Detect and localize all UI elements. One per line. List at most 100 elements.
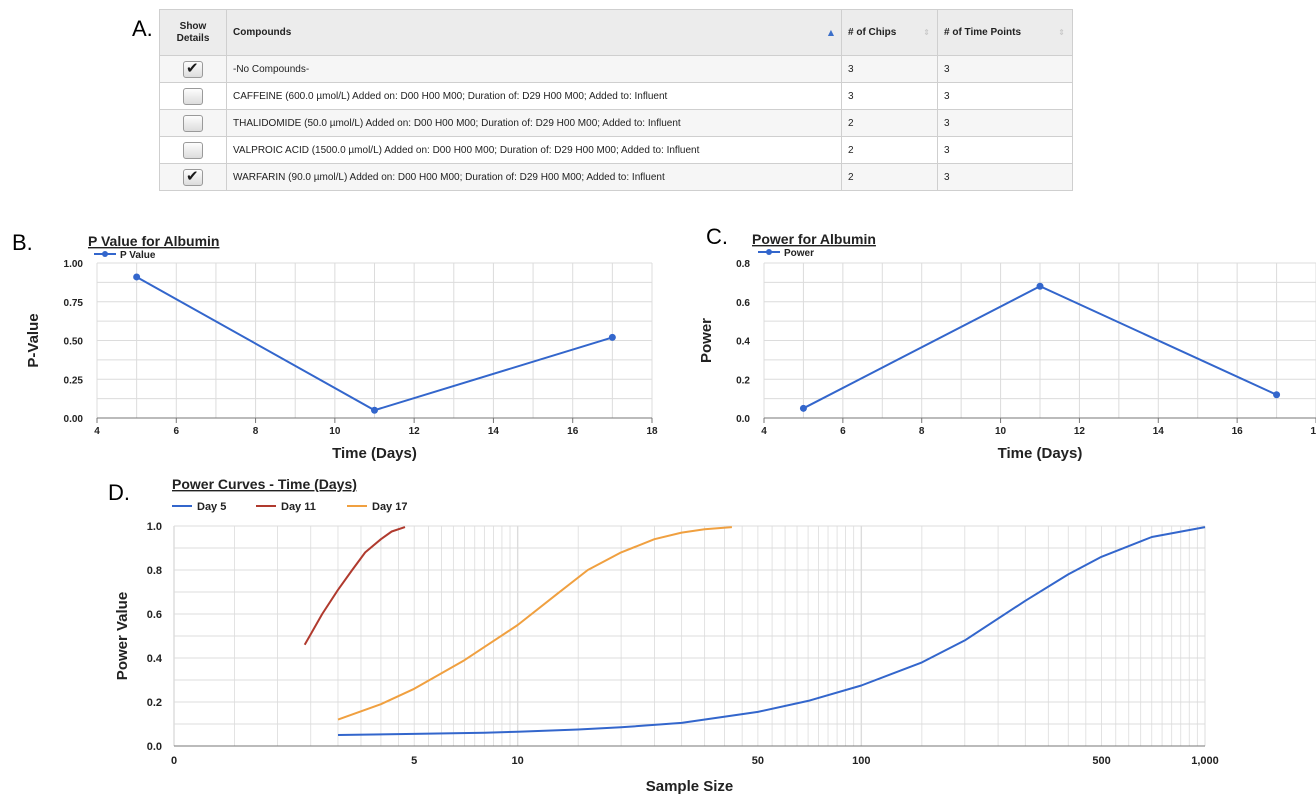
chips-cell: 2: [841, 163, 938, 191]
show-details-cell: [159, 163, 227, 191]
y-tick-label: 1.0: [147, 521, 162, 533]
legend-marker: [102, 251, 108, 257]
y-tick-label: 0.2: [736, 375, 750, 386]
y-axis-label: Power: [698, 318, 715, 363]
compound-cell: CAFFEINE (600.0 µmol/L) Added on: D00 H0…: [226, 82, 842, 110]
x-tick-label: 18: [646, 426, 658, 437]
y-axis-label: P-Value: [25, 313, 42, 367]
series-line: [303, 526, 406, 646]
show-details-cell: [159, 136, 227, 164]
data-point: [1273, 391, 1281, 399]
compounds-table: Show Details Compounds ▲ # of Chips ⇕ # …: [159, 9, 1073, 191]
x-tick-label: 500: [1092, 755, 1110, 767]
chips-cell: 3: [841, 82, 938, 110]
y-tick-label: 0.50: [64, 337, 84, 348]
data-point: [133, 273, 141, 281]
y-axis-label: Power Value: [114, 592, 131, 680]
y-tick-label: 0.6: [147, 609, 162, 621]
y-tick-label: 0.8: [147, 565, 162, 577]
time-points-cell: 3: [937, 55, 1073, 83]
time-points-cell: 3: [937, 163, 1073, 191]
x-tick-label: 14: [488, 426, 500, 437]
y-tick-label: 0.4: [147, 653, 163, 665]
time-points-cell: 3: [937, 136, 1073, 164]
series-line: [337, 526, 732, 721]
x-tick-label: 14: [1153, 426, 1165, 437]
y-tick-label: 0.0: [147, 741, 162, 753]
show-details-checkbox[interactable]: [183, 59, 203, 78]
y-tick-label: 0.8: [736, 259, 750, 270]
data-point: [371, 406, 378, 414]
x-tick-label: 10: [995, 426, 1007, 437]
panel-label-b: B.: [12, 230, 33, 255]
compounds-header[interactable]: Compounds ▲: [226, 9, 842, 56]
data-point: [608, 333, 616, 341]
legend-label: P Value: [120, 250, 156, 261]
show-details-cell: [159, 82, 227, 110]
chart-power: 4 6 8 10 12 14 16 18 0.0 0.2 0.4 0.6 0.8 Power for Al…: [698, 231, 1316, 462]
x-tick-label: 4: [94, 426, 100, 437]
time-points-header-label: # of Time Points: [944, 27, 1022, 38]
x-axis-label: Time (Days): [332, 445, 417, 462]
chart-p-value: 4 6 8 10 12 14 16 18 0.00 0.25 0.50 0.75 1.00 P Value…: [25, 233, 658, 462]
show-details-header-line2: Details: [176, 32, 210, 44]
y-tick-label: 0.75: [64, 298, 84, 309]
compounds-header-label: Compounds: [233, 27, 292, 38]
show-details-checkbox[interactable]: [183, 167, 203, 186]
chart-title: P Value for Albumin: [88, 233, 219, 249]
sort-icon: ⇕: [1058, 28, 1065, 37]
table-header-row: Show Details Compounds ▲ # of Chips ⇕ # …: [159, 9, 1073, 56]
y-tick-label: 0.2: [147, 697, 162, 709]
show-details-checkbox[interactable]: [183, 141, 203, 159]
x-tick-label: 10: [512, 755, 524, 767]
chips-cell: 3: [841, 55, 938, 83]
x-tick-label: 8: [919, 426, 925, 437]
sort-icon: ⇕: [923, 28, 930, 37]
panel-label-d: D.: [108, 480, 130, 505]
x-tick-label: 12: [409, 426, 421, 437]
chart-title: Power for Albumin: [752, 231, 876, 247]
x-tick-label: 8: [253, 426, 259, 437]
legend-marker: [766, 249, 772, 255]
time-points-header[interactable]: # of Time Points ⇕: [937, 9, 1073, 56]
chart-title: Power Curves - Time (Days): [172, 476, 357, 492]
compound-cell: -No Compounds-: [226, 55, 842, 83]
x-tick-label: 100: [852, 755, 870, 767]
x-axis-label: Sample Size: [646, 778, 734, 795]
x-tick-label: 10: [329, 426, 341, 437]
series-line: [337, 526, 1206, 736]
x-tick-label: 16: [567, 426, 579, 437]
show-details-checkbox[interactable]: [183, 87, 203, 105]
y-tick-label: 0.6: [736, 298, 750, 309]
table-row: WARFARIN (90.0 µmol/L) Added on: D00 H00…: [159, 163, 1073, 191]
compound-cell: VALPROIC ACID (1500.0 µmol/L) Added on: …: [226, 136, 842, 164]
table-row: -No Compounds-33: [159, 55, 1073, 83]
show-details-checkbox[interactable]: [183, 114, 203, 132]
x-tick-label: 12: [1074, 426, 1086, 437]
show-details-header[interactable]: Show Details: [159, 9, 227, 56]
x-tick-label: 6: [174, 426, 180, 437]
x-tick-label: 6: [840, 426, 846, 437]
x-tick-label: 5: [411, 755, 417, 767]
x-tick-label: 16: [1232, 426, 1244, 437]
legend-label: Day 5: [197, 501, 226, 513]
show-details-cell: [159, 55, 227, 83]
chips-cell: 2: [841, 109, 938, 137]
chips-header-label: # of Chips: [848, 27, 897, 38]
chips-header[interactable]: # of Chips ⇕: [841, 9, 938, 56]
x-tick-label: 50: [752, 755, 764, 767]
y-tick-label: 0.25: [64, 375, 84, 386]
y-tick-label: 0.00: [64, 414, 84, 425]
x-axis-label: Time (Days): [998, 445, 1083, 462]
y-tick-label: 0.4: [736, 337, 750, 348]
y-tick-label: 1.00: [64, 259, 84, 270]
sort-ascending-icon: ▲: [827, 28, 834, 37]
x-tick-label: 1,000: [1191, 755, 1219, 767]
show-details-header-line1: Show: [179, 20, 207, 32]
x-tick-label: 4: [761, 426, 767, 437]
x-tick-label: 18: [1310, 426, 1316, 437]
table-row: VALPROIC ACID (1500.0 µmol/L) Added on: …: [159, 136, 1073, 164]
compound-cell: WARFARIN (90.0 µmol/L) Added on: D00 H00…: [226, 163, 842, 191]
legend-label: Power: [784, 248, 814, 259]
